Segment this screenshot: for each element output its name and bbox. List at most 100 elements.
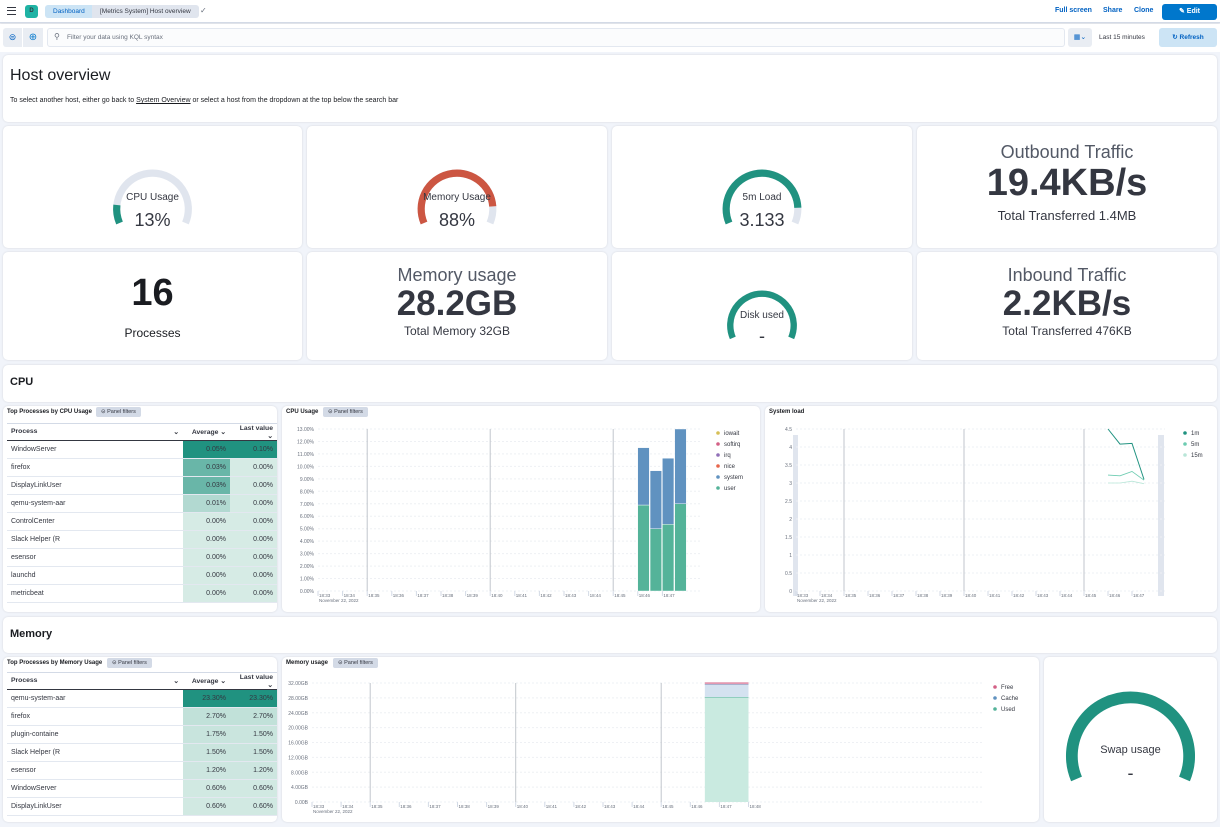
x-tick-label: 18:33 bbox=[319, 593, 331, 598]
space-avatar[interactable]: D bbox=[25, 5, 38, 18]
process-name: DisplayLinkUser bbox=[7, 476, 183, 495]
y-tick-label: 1 bbox=[789, 553, 792, 559]
table-row[interactable]: esensor 1.20% 1.20% bbox=[7, 761, 277, 780]
menu-icon[interactable] bbox=[7, 7, 16, 15]
column-header-process[interactable]: Process ⌄ bbox=[7, 423, 183, 441]
system-overview-link[interactable]: System Overview bbox=[136, 97, 191, 104]
breadcrumb-dashboard[interactable]: Dashboard bbox=[45, 5, 93, 18]
legend-label: nice bbox=[724, 464, 736, 470]
last-value: 0.00% bbox=[230, 494, 277, 513]
legend-label: 15m bbox=[1191, 453, 1203, 459]
table-row[interactable]: Slack Helper (R 1.50% 1.50% bbox=[7, 743, 277, 762]
table-row[interactable]: Slack Helper (R 0.00% 0.00% bbox=[7, 530, 277, 549]
gauge-fill bbox=[113, 204, 123, 225]
last-value: 23.30% bbox=[230, 689, 277, 708]
table-row[interactable]: WindowServer 0.05% 0.10% bbox=[7, 440, 277, 459]
gauge-label: CPU Usage bbox=[126, 192, 179, 203]
cpu-gauge bbox=[113, 169, 192, 225]
edit-button[interactable]: ✎ Edit bbox=[1162, 4, 1217, 20]
column-header-process[interactable]: Process ⌄ bbox=[7, 672, 183, 690]
swap-usage-gauge-panel: Swap usage - bbox=[1044, 657, 1217, 822]
memory-usage-metric-panel: Memory usage 28.2GB Total Memory 32GB bbox=[307, 252, 607, 360]
last-value: 0.60% bbox=[230, 797, 277, 816]
date-label: November 22, 2022 bbox=[319, 598, 359, 603]
panel-filters-badge[interactable]: ⊝ Panel filters bbox=[323, 407, 368, 417]
panel-filters-badge[interactable]: ⊝ Panel filters bbox=[96, 407, 141, 417]
table-row[interactable]: launchd 0.00% 0.00% bbox=[7, 566, 277, 585]
column-header-average[interactable]: Average ⌄ bbox=[183, 423, 230, 441]
memory-usage-chart-panel: Memory usage ⊝ Panel filters 0.00B 4.00GB… bbox=[282, 657, 1039, 822]
top-nav-bar: D Dashboard [Metrics System] Host overvi… bbox=[0, 0, 1220, 23]
metric-subtitle: Total Transferred 1.4MB bbox=[997, 208, 1137, 223]
average-value: 0.60% bbox=[183, 797, 230, 816]
kql-search-input[interactable]: ⚲ Filter your data using KQL syntax bbox=[47, 28, 1065, 47]
gauge-value: - bbox=[1127, 763, 1134, 783]
panel-title: System load bbox=[769, 409, 805, 415]
column-header-average[interactable]: Average ⌄ bbox=[183, 672, 230, 690]
full-screen-link[interactable]: Full screen bbox=[1055, 7, 1092, 14]
panel-filters-badge[interactable]: ⊝ Panel filters bbox=[107, 658, 152, 668]
legend-marker bbox=[716, 442, 720, 446]
x-tick-label: 18:44 bbox=[633, 804, 645, 809]
saved-query-button[interactable]: ⊜ bbox=[3, 28, 22, 47]
table-row[interactable]: firefox 2.70% 2.70% bbox=[7, 707, 277, 726]
table-row[interactable]: DisplayLinkUser 0.03% 0.00% bbox=[7, 476, 277, 495]
average-value: 1.75% bbox=[183, 725, 230, 744]
bar-user bbox=[637, 504, 650, 592]
intro-panel: Host overview To select another host, ei… bbox=[3, 55, 1217, 122]
column-header-last-value[interactable]: Last value ⌄ bbox=[230, 423, 277, 441]
legend-label: irq bbox=[724, 453, 731, 459]
x-tick-label: 18:40 bbox=[491, 593, 503, 598]
table-row[interactable]: DisplayLinkUser 0.60% 0.60% bbox=[7, 797, 277, 816]
legend-marker bbox=[1183, 453, 1187, 457]
x-tick-label: 18:42 bbox=[575, 804, 587, 809]
x-tick-label: 18:43 bbox=[604, 804, 616, 809]
average-value: 0.00% bbox=[183, 548, 230, 567]
date-picker-button[interactable]: ▦⌄ bbox=[1068, 28, 1092, 47]
y-tick-label: 24.00GB bbox=[288, 711, 308, 717]
table-row[interactable]: WindowServer 0.60% 0.60% bbox=[7, 779, 277, 798]
x-tick-label: 18:39 bbox=[488, 804, 500, 809]
table-row[interactable]: metricbeat 0.00% 0.00% bbox=[7, 584, 277, 603]
gauge-value: - bbox=[759, 326, 765, 346]
process-name: esensor bbox=[7, 548, 183, 567]
average-value: 0.01% bbox=[183, 494, 230, 513]
x-tick-label: 18:46 bbox=[1109, 593, 1121, 598]
bar-user bbox=[662, 524, 675, 592]
clone-link[interactable]: Clone bbox=[1134, 7, 1154, 14]
load-gauge-panel: 5m Load 3.133 bbox=[612, 126, 912, 248]
metric-subtitle: Total Transferred 476KB bbox=[1002, 324, 1132, 338]
x-tick-label: 18:37 bbox=[429, 804, 441, 809]
table-row[interactable]: esensor 0.00% 0.00% bbox=[7, 548, 277, 567]
add-filter-button[interactable]: ⊕ bbox=[23, 28, 43, 47]
process-name: Slack Helper (R bbox=[7, 743, 183, 762]
table-row[interactable]: firefox 0.03% 0.00% bbox=[7, 458, 277, 477]
y-tick-label: 0.5 bbox=[785, 571, 792, 577]
table-row[interactable]: plugin-containe 1.75% 1.50% bbox=[7, 725, 277, 744]
x-tick-label: 18:47 bbox=[1133, 593, 1145, 598]
time-range[interactable]: Last 15 minutes bbox=[1099, 34, 1145, 41]
panel-filters-badge[interactable]: ⊝ Panel filters bbox=[333, 658, 378, 668]
query-bar: ⊜ ⊕ ⚲ Filter your data using KQL syntax … bbox=[0, 24, 1220, 52]
legend-marker bbox=[1183, 442, 1187, 446]
metric-value: 28.2GB bbox=[396, 284, 518, 323]
y-tick-label: 12.00GB bbox=[288, 755, 308, 761]
refresh-button[interactable]: ↻ Refresh bbox=[1159, 28, 1217, 47]
y-tick-label: 3 bbox=[789, 481, 792, 487]
x-tick-label: 18:33 bbox=[797, 593, 809, 598]
table-row[interactable]: qemu-system-aar 23.30% 23.30% bbox=[7, 689, 277, 708]
table-row[interactable]: ControlCenter 0.00% 0.00% bbox=[7, 512, 277, 531]
table-row[interactable]: qemu-system-aar 0.01% 0.00% bbox=[7, 494, 277, 513]
gauge-value: 3.133 bbox=[739, 210, 785, 230]
gauge-value: 13% bbox=[134, 210, 171, 230]
y-tick-label: 9.00% bbox=[300, 477, 315, 483]
metric-subtitle: Total Memory 32GB bbox=[403, 324, 511, 338]
line-15m bbox=[1108, 480, 1145, 485]
share-link[interactable]: Share bbox=[1103, 7, 1123, 14]
column-header-last-value[interactable]: Last value ⌄ bbox=[230, 672, 277, 690]
last-value: 0.10% bbox=[230, 440, 277, 459]
x-tick-label: 18:48 bbox=[750, 804, 762, 809]
gauge-fill bbox=[722, 169, 802, 225]
y-tick-label: 8.00GB bbox=[291, 770, 309, 776]
y-tick-label: 10.00% bbox=[297, 464, 315, 470]
